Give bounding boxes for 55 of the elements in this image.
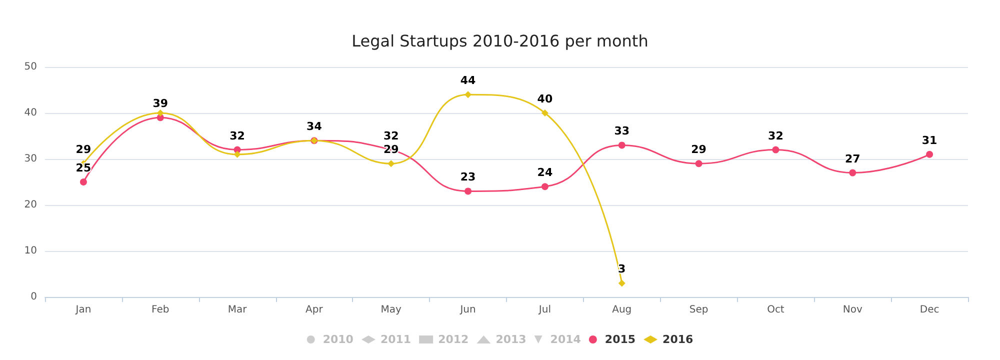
data-label: 32 [230, 129, 245, 142]
data-label: 32 [768, 129, 784, 142]
y-tick-label: 50 [24, 62, 37, 72]
x-tick-label: Jan [74, 304, 92, 316]
x-tick-label: Mar [228, 304, 248, 316]
point [926, 150, 934, 158]
legend-label: 2011 [380, 333, 412, 346]
point [156, 110, 164, 116]
data-label: 29 [691, 143, 706, 156]
point [464, 91, 472, 98]
x-tick-label: Oct [767, 304, 784, 316]
point [618, 142, 626, 149]
x-tick-label: Aug [612, 304, 632, 316]
x-tick-label: Dec [920, 304, 940, 316]
point [618, 280, 626, 287]
point [234, 150, 241, 158]
x-tick-label: Sep [689, 304, 708, 316]
legend-label: 2016 [662, 333, 694, 346]
point [541, 183, 548, 190]
y-tick-label: 20 [24, 200, 37, 210]
x-tick-label: Apr [306, 304, 324, 316]
legend-label: 2012 [438, 333, 469, 346]
y-tick-label: 40 [24, 108, 37, 118]
data-label: 33 [614, 124, 630, 138]
point [695, 160, 702, 168]
x-tick-label: Jun [459, 304, 476, 316]
data-label: 24 [537, 166, 553, 180]
legend-label: 2010 [322, 333, 354, 346]
data-label: 32 [383, 129, 399, 142]
chart-title: Legal Startups 2010-2016 per month [352, 32, 648, 50]
y-tick-label: 10 [24, 246, 37, 256]
point [541, 110, 548, 116]
data-label: 27 [844, 152, 860, 166]
point [80, 178, 87, 186]
data-label: 39 [152, 97, 168, 110]
legend-label: 2014 [550, 333, 582, 346]
x-tick-label: Feb [152, 304, 170, 316]
x-tick-label: Nov [842, 304, 862, 316]
x-tick-label: May [380, 304, 402, 316]
data-label: 31 [922, 134, 938, 147]
point [849, 169, 856, 176]
data-label: 23 [460, 170, 476, 184]
y-tick-label: 0 [30, 292, 37, 302]
data-label: 25 [76, 162, 92, 174]
x-tick-label: Jul [538, 304, 551, 316]
point [464, 188, 472, 195]
legend-label: 2013 [496, 333, 526, 346]
point [388, 160, 395, 168]
point [772, 146, 780, 154]
y-tick-label: 30 [24, 154, 37, 164]
data-label: 34 [306, 120, 322, 134]
data-label: 40 [537, 92, 553, 106]
data-label: 29 [76, 143, 92, 156]
data-label: 44 [460, 74, 476, 88]
legend-label: 2015 [604, 333, 636, 346]
